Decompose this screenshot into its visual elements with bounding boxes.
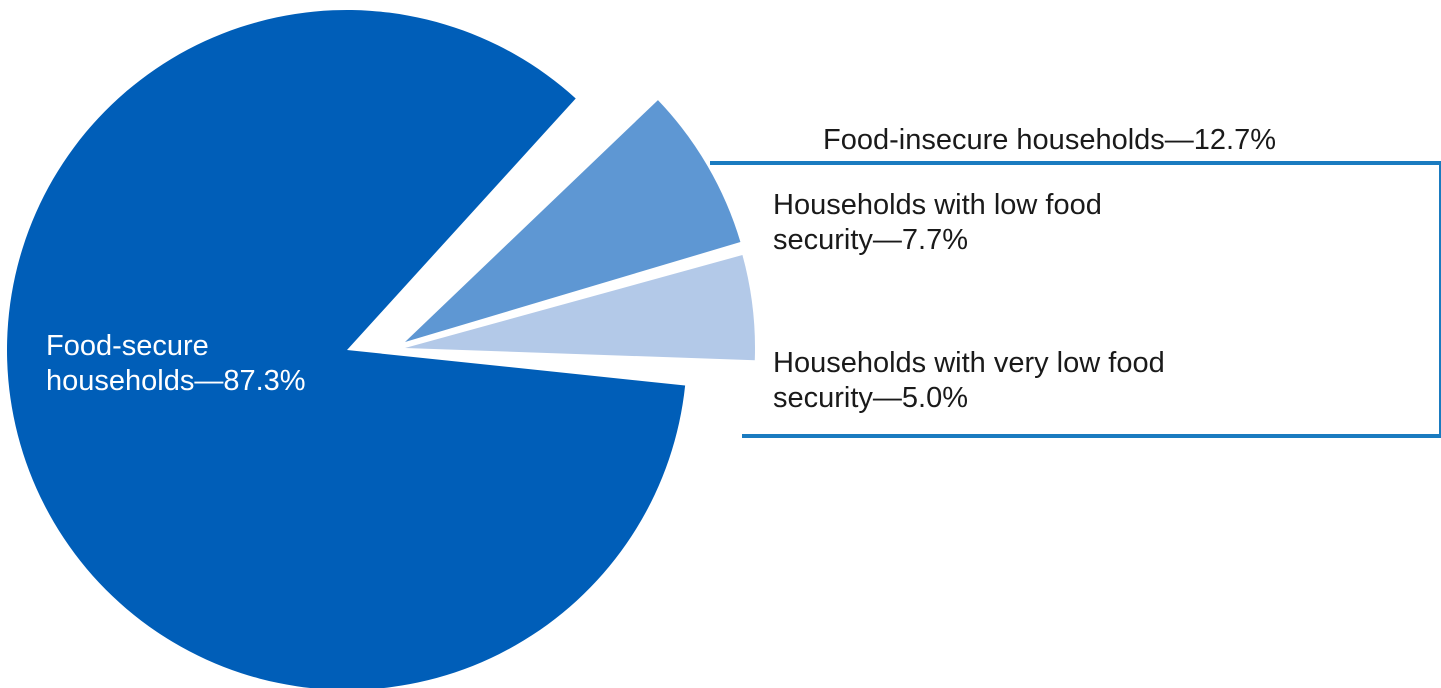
label-verylow-line1: Households with very low food xyxy=(773,347,1165,379)
label-low-food-security: Households with low food security—7.7% xyxy=(773,188,1203,258)
label-food-secure-line2: households—87.3% xyxy=(46,365,306,397)
label-food-insecure: Food-insecure households—12.7% xyxy=(823,124,1276,156)
label-food-secure: Food-secure households—87.3% xyxy=(46,329,366,399)
slice-food-secure xyxy=(7,10,686,688)
food-insecure-bracket xyxy=(710,161,1441,438)
slice-low-food-security xyxy=(405,100,741,342)
slice-very-low-food-security xyxy=(405,255,756,361)
label-food-secure-line1: Food-secure xyxy=(46,330,209,362)
label-low-line1: Households with low food xyxy=(773,189,1102,221)
label-very-low-food-security: Households with very low food security—5… xyxy=(773,346,1253,416)
label-low-line2: security—7.7% xyxy=(773,224,969,256)
label-verylow-line2: security—5.0% xyxy=(773,382,969,414)
